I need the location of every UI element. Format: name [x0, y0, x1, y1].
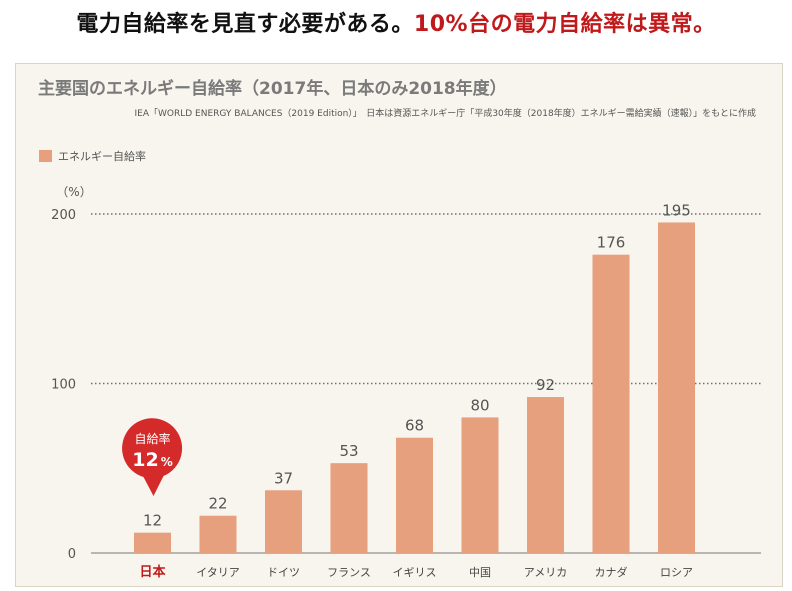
callout-unit: % — [161, 455, 173, 469]
headline: 電力自給率を見直す必要がある。10%台の電力自給率は異常。 — [0, 6, 792, 38]
category-label: 中国 — [469, 566, 491, 579]
y-tick-label: 200 — [51, 208, 76, 223]
bar — [199, 515, 237, 553]
chart-source: IEA「WORLD ENERGY BALANCES（2019 Edition）」… — [135, 107, 757, 119]
bar — [658, 222, 695, 553]
bar — [265, 490, 302, 553]
callout-bubble — [122, 418, 183, 496]
category-label: イギリス — [393, 566, 437, 579]
category-label: フランス — [327, 566, 371, 579]
value-label: 37 — [274, 469, 293, 487]
chart-panel: 主要国のエネルギー自給率（2017年、日本のみ2018年度） IEA「WORLD… — [15, 63, 783, 587]
energy-self-sufficiency-chart: 主要国のエネルギー自給率（2017年、日本のみ2018年度） IEA「WORLD… — [38, 78, 761, 580]
value-label: 68 — [405, 417, 424, 435]
category-label: ドイツ — [267, 566, 300, 579]
value-label: 195 — [662, 201, 691, 219]
category-label: 日本 — [139, 564, 165, 580]
legend-swatch — [39, 150, 52, 162]
y-tick-label: 0 — [68, 547, 76, 562]
bar — [527, 397, 564, 553]
category-label: カナダ — [595, 565, 628, 579]
bar — [330, 463, 368, 553]
bar — [592, 254, 630, 553]
category-label: ロシア — [660, 566, 693, 579]
value-label: 176 — [597, 234, 626, 252]
headline-part2: 10%台の電力自給率は異常。 — [413, 12, 716, 37]
y-tick-label: 100 — [51, 378, 76, 393]
category-labels: 日本 イタリア ドイツ フランス イギリス 中国 アメリカ カナダ ロシア — [139, 564, 693, 580]
bar — [396, 437, 433, 553]
value-label: 92 — [536, 376, 555, 394]
legend-label: エネルギー自給率 — [58, 149, 146, 163]
y-axis-ticks: 0 100 200 — [51, 208, 76, 562]
callout-label: 自給率 — [134, 431, 170, 446]
callout-number: 12 — [132, 449, 158, 471]
callout-value: 12% — [132, 449, 172, 471]
bar — [461, 417, 499, 553]
japan-callout: 自給率 12% — [122, 418, 183, 496]
value-label: 12 — [143, 512, 162, 530]
value-label: 53 — [339, 442, 358, 460]
value-label: 22 — [208, 495, 227, 513]
bars — [134, 222, 695, 553]
value-labels: 12 22 37 53 68 80 92 176 195 — [143, 201, 691, 529]
value-label: 80 — [470, 396, 489, 414]
headline-part1: 電力自給率を見直す必要がある。 — [76, 12, 414, 37]
category-label: イタリア — [196, 566, 240, 579]
category-label: アメリカ — [524, 566, 567, 579]
y-axis-unit: （%） — [56, 185, 91, 199]
bar — [134, 532, 171, 553]
chart-title: 主要国のエネルギー自給率（2017年、日本のみ2018年度） — [38, 78, 507, 99]
